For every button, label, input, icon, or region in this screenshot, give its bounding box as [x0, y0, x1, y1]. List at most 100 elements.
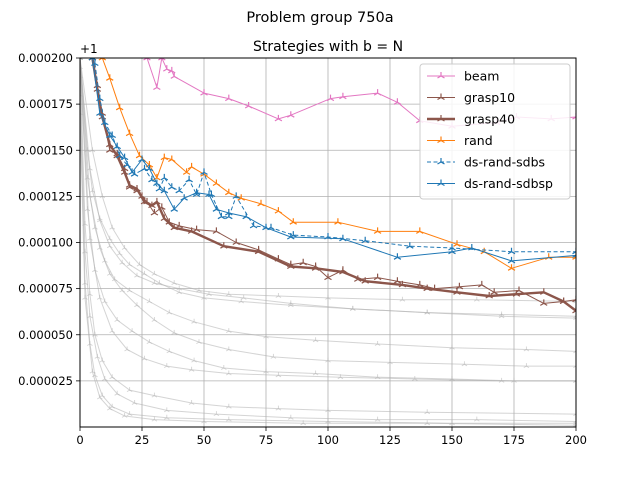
background-series-marker [109, 374, 116, 380]
background-series-marker [146, 298, 153, 304]
series-point-ds-rand-sdbsp [242, 212, 250, 220]
series-point-grasp40 [254, 247, 263, 255]
series-point-grasp10 [540, 299, 548, 306]
series-point-grasp40 [559, 297, 568, 305]
series-point-rand [153, 173, 161, 181]
series-point-ds-rand-sdbs [185, 175, 193, 183]
background-series-marker [225, 403, 232, 409]
legend-label: grasp40 [464, 112, 515, 127]
series-point-ds-rand-sdbsp [138, 155, 146, 163]
series-point-rand [289, 218, 298, 225]
background-series-marker [325, 407, 331, 413]
background-series-marker [134, 272, 140, 278]
background-series-marker [325, 357, 331, 363]
background-series-marker [99, 193, 106, 199]
series-point-grasp40 [125, 181, 134, 188]
series-point-grasp40 [339, 268, 347, 275]
series-point-beam [274, 114, 283, 122]
background-series-marker [473, 416, 480, 422]
legend-label: ds-rand-sdbs [464, 155, 545, 170]
series-point-ds-rand-sdbsp [180, 194, 188, 201]
series-point-ds-rand-sdbsp [145, 164, 154, 172]
legend-label: rand [464, 133, 493, 148]
series-point-grasp40 [572, 306, 576, 314]
legend-item-grasp10: grasp10 [427, 90, 515, 105]
series-point-beam [373, 89, 382, 96]
background-series-marker [191, 318, 197, 324]
series-point-rand [168, 155, 176, 163]
background-series-marker [146, 339, 153, 344]
background-series-marker [131, 400, 138, 405]
series-point-grasp40 [423, 284, 431, 292]
series-point-grasp40 [170, 223, 178, 231]
background-series-marker [119, 259, 126, 265]
series-point-grasp40 [153, 197, 161, 205]
background-series-line [80, 67, 576, 382]
x-tick-label: 0 [76, 433, 83, 447]
series-point-grasp10 [106, 146, 114, 153]
series-point-rand [257, 199, 265, 207]
background-series-marker [220, 365, 227, 370]
series-point-ds-rand-sdbsp [393, 253, 402, 260]
legend: beam grasp10 grasp40 rand ds-rand-sdbs ds-ran… [419, 63, 571, 200]
background-series-marker [171, 329, 178, 335]
background-series-marker [134, 302, 140, 308]
series-point-grasp10 [324, 273, 332, 281]
series-point-ds-rand-sdbsp [192, 188, 201, 196]
series-point-rand [237, 194, 245, 201]
x-tick-label: 150 [441, 433, 463, 447]
background-series-marker [119, 287, 126, 293]
background-series-line [80, 58, 576, 415]
series-point-rand [416, 227, 424, 234]
background-series-marker [196, 339, 202, 344]
series-point-ds-rand-sdbs [406, 242, 414, 249]
background-series-marker [151, 416, 158, 422]
background-series-marker [201, 294, 207, 300]
series-point-rand [125, 129, 134, 137]
series-grasp40 [88, 58, 576, 314]
series-point-ds-rand-sdbsp [468, 244, 476, 251]
series-point-grasp40 [398, 280, 407, 288]
background-series-marker [96, 217, 103, 223]
background-series-marker [101, 376, 108, 381]
background-series-marker [206, 291, 212, 297]
legend-item-rand: rand [427, 133, 493, 148]
background-series-marker [325, 294, 331, 300]
series-line-grasp40 [91, 58, 576, 312]
series-point-ds-rand-sdbsp [113, 142, 121, 150]
y-tick-label: 0.000175 [18, 97, 73, 111]
series-point-grasp10 [150, 209, 159, 216]
background-series-marker [151, 280, 158, 285]
background-series-marker [106, 243, 113, 249]
background-series-line [80, 58, 576, 367]
series-point-grasp10 [572, 295, 576, 303]
background-series-marker [171, 280, 178, 285]
background-series-marker [461, 361, 468, 367]
series-point-grasp10 [212, 227, 221, 234]
series-point-beam [225, 94, 233, 102]
background-series-marker [275, 405, 282, 411]
background-series-marker [473, 296, 480, 302]
legend-label: grasp10 [464, 90, 515, 105]
x-tick-label: 200 [565, 433, 587, 447]
series-point-ds-rand-sdbs [115, 151, 124, 159]
series-point-beam [153, 83, 161, 91]
series-point-beam [339, 92, 347, 100]
background-series-marker [163, 414, 170, 420]
series-point-ds-rand-sdbs [148, 175, 156, 183]
series-point-grasp40 [220, 242, 228, 249]
series-point-beam [572, 113, 576, 120]
series-point-ds-rand-sdbsp [153, 179, 161, 187]
background-series-marker [121, 245, 128, 250]
x-tick-label: 100 [317, 433, 339, 447]
legend-item-ds-rand-sdbsp: ds-rand-sdbsp [427, 176, 553, 191]
background-series-marker [225, 416, 232, 422]
legend-marker [437, 115, 445, 122]
series-point-ds-rand-sdbsp [507, 256, 516, 264]
background-series-marker [99, 357, 106, 363]
background-series-marker [523, 363, 530, 368]
background-series-marker [498, 377, 505, 383]
series-point-grasp40 [512, 290, 521, 297]
series-point-beam [244, 102, 253, 109]
